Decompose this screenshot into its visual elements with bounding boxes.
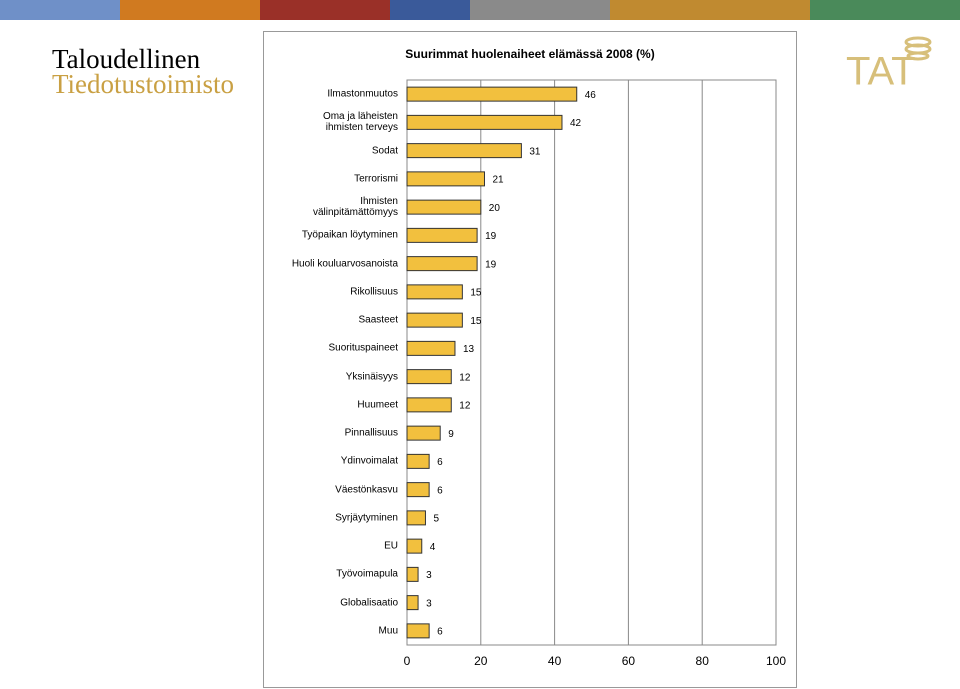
value-label: 31 bbox=[529, 146, 541, 157]
bar bbox=[406, 397, 452, 413]
category-label: Sodat bbox=[371, 145, 398, 157]
value-label: 5 bbox=[433, 514, 439, 525]
value-label: 12 bbox=[459, 372, 471, 383]
value-label: 19 bbox=[485, 231, 497, 242]
bar bbox=[406, 623, 430, 639]
category-label: Terrorismi bbox=[354, 173, 398, 185]
value-label: 6 bbox=[437, 457, 443, 468]
category-label: Työvoimapula bbox=[336, 568, 398, 580]
bar bbox=[406, 312, 463, 328]
category-label: Saasteet bbox=[358, 314, 398, 326]
value-label: 12 bbox=[459, 401, 471, 412]
value-label: 3 bbox=[426, 598, 432, 609]
brand-icon bbox=[904, 36, 932, 61]
bar bbox=[406, 86, 578, 102]
category-label: Oma ja läheisten ihmisten terveys bbox=[322, 111, 398, 134]
banner bbox=[470, 0, 610, 20]
value-label: 3 bbox=[426, 570, 432, 581]
value-label: 4 bbox=[430, 542, 436, 553]
bar bbox=[406, 227, 478, 243]
category-label: Huoli kouluarvosanoista bbox=[291, 258, 398, 270]
logo-line2: Tiedotustoimisto bbox=[52, 69, 234, 99]
banner bbox=[610, 0, 810, 20]
x-tick-label: 80 bbox=[696, 654, 710, 668]
category-label: Yksinäisyys bbox=[345, 371, 398, 383]
category-label: Muu bbox=[378, 625, 398, 637]
bar bbox=[406, 453, 430, 469]
category-label: EU bbox=[384, 540, 398, 552]
category-label: Syrjäytyminen bbox=[335, 512, 398, 524]
bar bbox=[406, 425, 441, 441]
bar bbox=[406, 340, 456, 356]
category-label: Huumeet bbox=[357, 399, 398, 411]
value-label: 46 bbox=[585, 90, 597, 101]
banner bbox=[120, 0, 260, 20]
bar bbox=[406, 566, 419, 582]
category-label: Globalisaatio bbox=[340, 597, 398, 609]
x-tick-label: 60 bbox=[622, 654, 636, 668]
x-tick-label: 0 bbox=[404, 654, 411, 668]
x-tick-label: 20 bbox=[474, 654, 488, 668]
value-label: 9 bbox=[448, 429, 454, 440]
category-label: Suorituspaineet bbox=[328, 342, 399, 354]
value-label: 13 bbox=[463, 344, 475, 355]
banner bbox=[810, 0, 960, 20]
value-label: 21 bbox=[492, 175, 504, 186]
bar bbox=[406, 284, 463, 300]
category-label: Työpaikan löytyminen bbox=[301, 229, 398, 241]
value-label: 6 bbox=[437, 627, 443, 638]
banner bbox=[390, 0, 470, 20]
value-label: 15 bbox=[470, 316, 482, 327]
bar bbox=[406, 256, 478, 272]
brand: TAT bbox=[846, 50, 916, 94]
value-label: 6 bbox=[437, 485, 443, 496]
category-label: Ihmisten välinpitämättömyys bbox=[312, 196, 398, 219]
x-tick-label: 40 bbox=[548, 654, 562, 668]
value-label: 19 bbox=[485, 259, 497, 270]
category-label: Väestönkasvu bbox=[335, 484, 398, 496]
value-label: 20 bbox=[489, 203, 501, 214]
bar bbox=[406, 199, 482, 215]
bar bbox=[406, 538, 423, 554]
category-label: Ydinvoimalat bbox=[340, 455, 398, 467]
bar bbox=[406, 595, 419, 611]
bar bbox=[406, 143, 522, 159]
bar bbox=[406, 171, 485, 187]
category-label: Rikollisuus bbox=[350, 286, 398, 298]
chart-title: Suurimmat huolenaiheet elämässä 2008 (%) bbox=[405, 47, 654, 61]
bar bbox=[406, 369, 452, 385]
logo-line1: Taloudellinen bbox=[52, 44, 201, 74]
category-label: Ilmastonmuutos bbox=[327, 88, 398, 100]
value-label: 42 bbox=[570, 118, 582, 129]
banner bbox=[260, 0, 390, 20]
category-label: Pinnallisuus bbox=[344, 427, 398, 439]
bar bbox=[406, 482, 430, 498]
chart-frame bbox=[263, 31, 797, 688]
bar bbox=[406, 510, 426, 526]
banner bbox=[0, 0, 120, 20]
x-tick-label: 100 bbox=[766, 654, 786, 668]
value-label: 15 bbox=[470, 288, 482, 299]
plot-area bbox=[406, 79, 777, 646]
bar bbox=[406, 114, 563, 130]
